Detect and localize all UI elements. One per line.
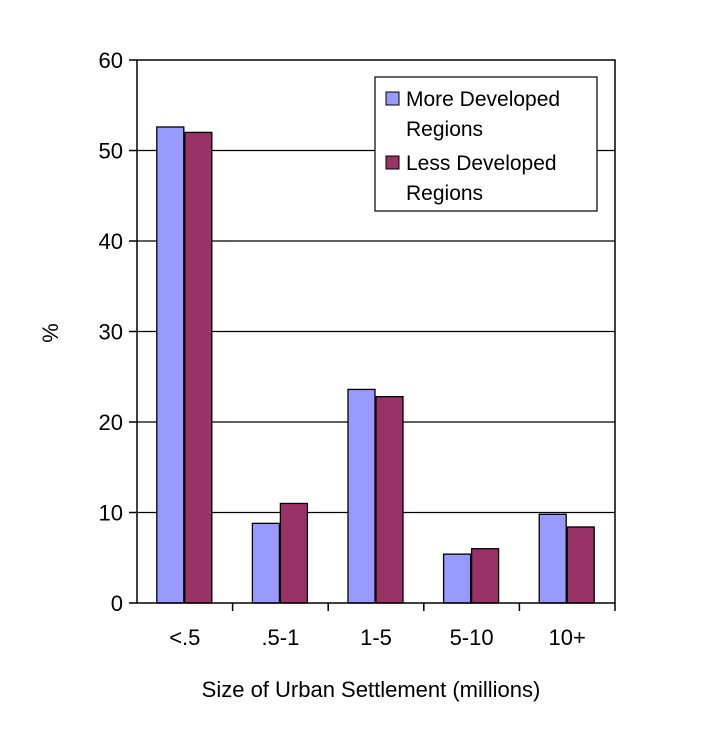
x-tick-label: 1-5 xyxy=(360,625,392,650)
legend-label-more-developed-line1: More Developed xyxy=(406,88,560,111)
legend-label-less-developed-line1: Less Developed xyxy=(406,152,557,175)
y-tick-label: 10 xyxy=(99,501,123,526)
bar-more-developed xyxy=(538,513,567,604)
x-tick-label: 10+ xyxy=(549,625,586,650)
bar-more-developed xyxy=(347,388,376,604)
legend-box xyxy=(374,76,598,212)
y-tick-label: 30 xyxy=(99,320,123,345)
y-tick-label: 50 xyxy=(99,139,123,164)
legend-swatch-more-developed xyxy=(385,91,400,106)
bar-less-developed xyxy=(566,526,595,604)
bar-more-developed xyxy=(442,553,472,604)
bar-less-developed xyxy=(279,502,309,604)
legend-label-less-developed-line2: Regions xyxy=(406,182,483,205)
bars xyxy=(156,126,595,604)
y-tick-label: 0 xyxy=(111,591,123,616)
x-axis: <.5 .5-1 1-5 5-10 10+ xyxy=(169,603,616,650)
legend-label-more-developed-line2: Regions xyxy=(406,118,483,141)
bar-less-developed xyxy=(470,548,500,604)
legend: More Developed Regions Less Developed Re… xyxy=(374,76,598,212)
y-tick-label: 40 xyxy=(99,229,123,254)
y-tick-label: 20 xyxy=(99,410,123,435)
y-axis: 0 10 20 30 40 50 60 xyxy=(99,48,137,616)
y-axis-title: % xyxy=(38,323,63,343)
legend-swatch-less-developed xyxy=(385,155,400,170)
x-tick-label: 5-10 xyxy=(450,625,494,650)
bar-less-developed xyxy=(375,396,404,604)
x-tick-label: <.5 xyxy=(169,625,200,650)
x-axis-title: Size of Urban Settlement (millions) xyxy=(202,677,541,702)
y-tick-label: 60 xyxy=(99,48,123,73)
bar-more-developed xyxy=(156,126,185,604)
x-tick-label: .5-1 xyxy=(261,625,299,650)
bar-less-developed xyxy=(184,131,213,604)
bar-more-developed xyxy=(251,522,281,604)
